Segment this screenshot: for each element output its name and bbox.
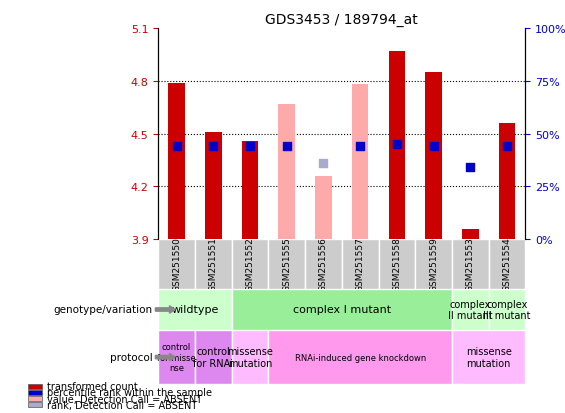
Point <box>466 165 475 171</box>
Text: missense
mutation: missense mutation <box>466 347 512 368</box>
Bar <box>28 384 42 389</box>
Text: GSM251558: GSM251558 <box>393 237 401 292</box>
FancyArrow shape <box>155 306 175 313</box>
Bar <box>389 52 405 240</box>
Text: missense
mutation: missense mutation <box>227 347 273 368</box>
Bar <box>268 240 305 289</box>
Point <box>172 144 181 150</box>
Title: GDS3453 / 189794_at: GDS3453 / 189794_at <box>266 12 418 26</box>
Bar <box>462 229 479 240</box>
Text: GSM251550: GSM251550 <box>172 237 181 292</box>
Point <box>503 144 512 150</box>
Bar <box>205 133 221 240</box>
Bar <box>452 330 525 384</box>
Point <box>429 144 438 150</box>
Bar <box>489 240 525 289</box>
Bar <box>415 240 452 289</box>
Text: wildtype: wildtype <box>171 305 219 315</box>
Bar <box>195 330 232 384</box>
Point <box>209 144 218 150</box>
Bar <box>452 240 489 289</box>
FancyArrow shape <box>155 354 175 361</box>
Point <box>319 160 328 167</box>
Text: GSM251553: GSM251553 <box>466 237 475 292</box>
Text: control
for RNAi: control for RNAi <box>193 347 233 368</box>
Text: GSM251556: GSM251556 <box>319 237 328 292</box>
Bar <box>379 240 415 289</box>
Bar <box>452 289 489 330</box>
Bar <box>499 124 515 240</box>
Text: control
for misse
nse: control for misse nse <box>157 342 196 372</box>
Point <box>282 144 292 150</box>
Text: GSM251554: GSM251554 <box>503 237 511 292</box>
Bar <box>195 240 232 289</box>
Bar <box>425 73 442 240</box>
Text: GSM251551: GSM251551 <box>209 237 218 292</box>
Bar <box>232 289 452 330</box>
Bar <box>28 396 42 401</box>
Text: GSM251555: GSM251555 <box>282 237 291 292</box>
Bar <box>342 240 379 289</box>
Bar <box>28 390 42 395</box>
Bar <box>158 330 195 384</box>
Text: complex
II mutant: complex II mutant <box>448 299 493 320</box>
Bar <box>28 402 42 407</box>
Bar <box>242 141 258 240</box>
Text: rank, Detection Call = ABSENT: rank, Detection Call = ABSENT <box>47 400 198 410</box>
Text: GSM251557: GSM251557 <box>356 237 364 292</box>
Text: percentile rank within the sample: percentile rank within the sample <box>47 387 212 397</box>
Text: protocol: protocol <box>110 352 153 362</box>
Text: GSM251559: GSM251559 <box>429 237 438 292</box>
Text: genotype/variation: genotype/variation <box>54 305 153 315</box>
Bar <box>352 85 368 240</box>
Bar <box>279 104 295 240</box>
Text: transformed count: transformed count <box>47 381 138 391</box>
Text: complex
III mutant: complex III mutant <box>483 299 531 320</box>
Point <box>392 141 401 148</box>
Bar <box>158 289 232 330</box>
Bar <box>158 240 195 289</box>
Point <box>246 144 255 150</box>
Text: RNAi-induced gene knockdown: RNAi-induced gene knockdown <box>294 353 426 362</box>
Text: complex I mutant: complex I mutant <box>293 305 391 315</box>
Bar <box>232 330 268 384</box>
Bar <box>168 83 185 240</box>
Bar <box>489 289 525 330</box>
Text: GSM251552: GSM251552 <box>246 237 254 292</box>
Text: value, Detection Call = ABSENT: value, Detection Call = ABSENT <box>47 394 202 404</box>
Bar <box>232 240 268 289</box>
Point <box>356 144 365 150</box>
Bar <box>315 176 332 240</box>
Bar <box>305 240 342 289</box>
Bar <box>268 330 452 384</box>
